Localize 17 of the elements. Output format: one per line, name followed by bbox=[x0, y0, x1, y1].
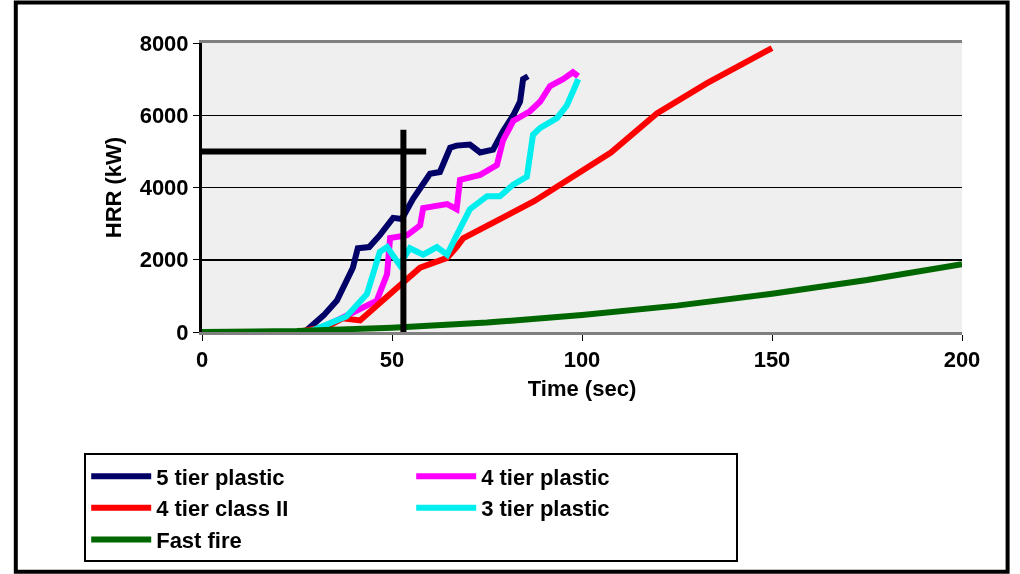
legend-label: 3 tier plastic bbox=[481, 496, 610, 522]
x-tick-label: 0 bbox=[195, 347, 209, 373]
legend-label: 5 tier plastic bbox=[156, 464, 285, 490]
x-tick-label: 50 bbox=[379, 347, 405, 373]
y-tick-label: 0 bbox=[176, 319, 189, 345]
x-tick-label: 100 bbox=[563, 347, 601, 373]
x-tick-label: 200 bbox=[943, 347, 981, 373]
y-tick-label: 8000 bbox=[139, 30, 189, 56]
legend-label: Fast fire bbox=[156, 527, 242, 553]
y-tick-label: 2000 bbox=[139, 247, 189, 273]
x-axis-title: Time (sec) bbox=[527, 376, 637, 402]
legend-label: 4 tier plastic bbox=[481, 464, 610, 490]
y-tick-label: 6000 bbox=[139, 102, 189, 128]
legend-label: 4 tier class II bbox=[156, 496, 289, 522]
y-tick-label: 4000 bbox=[139, 175, 189, 201]
y-axis-title: HRR (kW) bbox=[101, 136, 127, 239]
x-tick-label: 150 bbox=[753, 347, 791, 373]
